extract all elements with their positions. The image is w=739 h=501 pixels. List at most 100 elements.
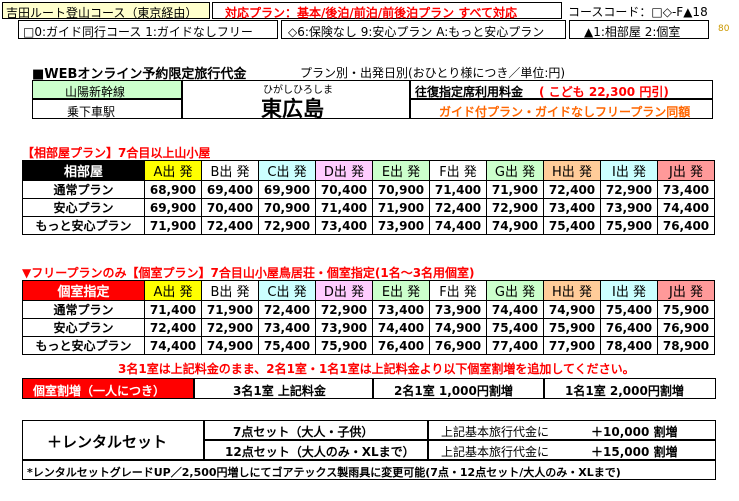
price-cell: 75,400 [600,300,658,319]
price-cell: 74,400 [657,198,715,217]
price-cell: 76,400 [372,336,430,355]
dep-header: J出 発 [657,160,715,181]
dep-header: D出 発 [315,280,373,301]
dep-header: B出 発 [201,280,259,301]
dep-header: B出 発 [201,160,259,181]
price-cell: 70,900 [372,180,430,199]
price-cell: 75,900 [657,300,715,319]
rental-price12: 上記基本旅行代金に ＋15,000 割増 [428,440,716,460]
rental-amount12: ＋15,000 割増 [591,445,678,459]
rental-amount7: ＋10,000 割増 [591,425,678,439]
line-name: 山陽新幹線 [32,80,182,99]
price-cell: 72,400 [144,318,202,337]
dep-header: I出 発 [600,280,658,301]
price-cell: 71,400 [429,180,487,199]
surcharge-2-text: 2名1室 1,000円割増 [394,384,513,398]
surcharge-label: 個室割増（一人につき） [33,384,166,398]
price-cell: 76,900 [657,318,715,337]
dep-header: H出 発 [543,160,601,181]
guide-note: ガイド付プラン・ガイドなしフリープラン同額 [439,105,691,119]
price-cell: 72,900 [258,216,316,235]
price-cell: 71,900 [372,198,430,217]
price-cell: 71,400 [315,198,373,217]
plan-name: 安心プラン [22,318,145,337]
price-cell: 76,400 [657,216,715,235]
price-cell: 69,400 [201,180,259,199]
rental-title-box: ＋レンタルセット [22,420,204,460]
price-cell: 71,400 [144,300,202,319]
rental-footnote-box: *レンタルセットグレードUP／2,500円増しにてゴアテックス製雨具に変更可能(… [22,460,716,480]
price-cell: 68,900 [144,180,202,199]
surcharge-2: 2名1室 1,000円割増 [373,378,544,399]
dep-header: I出 発 [600,160,658,181]
dep-header: A出 発 [144,160,202,181]
legend-insurance: ◇6:保険なし 9:安心プラン A:もっと安心プラン [281,20,566,39]
station-kana: ひがしひろしま [263,85,333,96]
station-label-text: 乗下車駅 [67,105,116,119]
dorm-header: 相部屋 [22,160,145,181]
price-cell: 74,900 [486,216,544,235]
fare-title: ■WEBオンライン予約限定旅行代金 [32,67,247,82]
rental-base7: 上記基本旅行代金に [441,425,550,439]
private-row: 安心プラン 72,400 72,900 73,400 73,900 74,400… [22,318,715,337]
rental-set7: 7点セット（大人・子供） [204,420,428,440]
dep-header: J出 発 [657,280,715,301]
price-cell: 72,900 [486,198,544,217]
plan-name: 通常プラン [22,300,145,319]
price-cell: 75,400 [543,216,601,235]
price-cell: 70,400 [315,180,373,199]
price-cell: 75,900 [600,216,658,235]
price-cell: 75,400 [486,318,544,337]
legend-guide-text: □0:ガイド同行コース 1:ガイドなしフリー [23,25,253,39]
price-cell: 72,900 [600,180,658,199]
rental-set12-text: 12点セット（大人のみ・XLまで） [225,445,415,459]
dep-header: F出 発 [429,160,487,181]
price-cell: 77,900 [543,336,601,355]
price-cell: 75,900 [315,336,373,355]
price-cell: 76,400 [600,318,658,337]
plan-name: 通常プラン [22,180,145,199]
course-code: コースコード：□◇-F▲18 [568,5,708,19]
dorm-table: 相部屋 A出 発 B出 発 C出 発 D出 発 E出 発 F出 発 G出 発 H… [22,160,715,235]
price-cell: 72,400 [201,216,259,235]
plan-name: もっと安心プラン [22,216,145,235]
route-label: 吉田ルート登山コース（東京経由） [6,6,198,20]
price-cell: 74,400 [486,300,544,319]
surcharge-label-box: 個室割増（一人につき） [22,378,194,399]
rental-footnote: *レンタルセットグレードUP／2,500円増しにてゴアテックス製雨具に変更可能(… [27,466,621,479]
plans-label: 対応プラン：基本/後泊/前泊/前後泊プラン すべて対応 [225,6,518,20]
private-row: もっと安心プラン 74,400 74,900 75,400 75,900 76,… [22,336,715,355]
dep-header: C出 発 [258,280,316,301]
price-cell: 72,900 [315,300,373,319]
private-header-row: 個室指定 A出 発 B出 発 C出 発 D出 発 E出 発 F出 発 G出 発 … [22,280,715,301]
private-section-title: ▼フリープランのみ【個室プラン】7合目山小屋鳥居荘・個室指定(1名～3名用個室) [22,266,475,280]
legend-guide: □0:ガイド同行コース 1:ガイドなしフリー [18,20,278,39]
fare-subtitle: プラン別・出発日別(おひとり様につき／単位:円) [300,66,566,80]
dep-header: F出 発 [429,280,487,301]
price-cell: 71,900 [486,180,544,199]
price-cell: 73,900 [429,300,487,319]
rental-set12: 12点セット（大人のみ・XLまで） [204,440,428,460]
dep-header: E出 発 [372,160,430,181]
rental-set7-text: 7点セット（大人・子供） [233,425,374,439]
price-cell: 72,400 [258,300,316,319]
plan-name: もっと安心プラン [22,336,145,355]
dorm-section-title: 【相部屋プラン】7合目以上山小屋 [22,146,211,160]
page-number: 80 [718,24,730,34]
private-header: 個室指定 [22,280,145,301]
station-name: 東広島 [261,97,324,121]
private-table: 個室指定 A出 発 B出 発 C出 発 D出 発 E出 発 F出 発 G出 発 … [22,280,715,355]
legend-room-text: ▲1:相部屋 2:個室 [584,25,681,39]
child-fare-box: 往復指定席利用料金 ( こども 22,300 円引) [410,80,713,99]
price-cell: 77,400 [486,336,544,355]
surcharge-1: 1名1室 2,000円割増 [544,378,716,399]
price-cell: 73,400 [315,216,373,235]
plan-name: 安心プラン [22,198,145,217]
surcharge-1-text: 1名1室 2,000円割増 [565,384,684,398]
legend-room: ▲1:相部屋 2:個室 [569,20,709,39]
child-fare-label: 往復指定席利用料金 [415,85,524,99]
price-cell: 69,900 [144,198,202,217]
price-cell: 72,400 [543,180,601,199]
price-cell: 70,400 [201,198,259,217]
station-box: ひがしひろしま 東広島 [182,80,410,121]
